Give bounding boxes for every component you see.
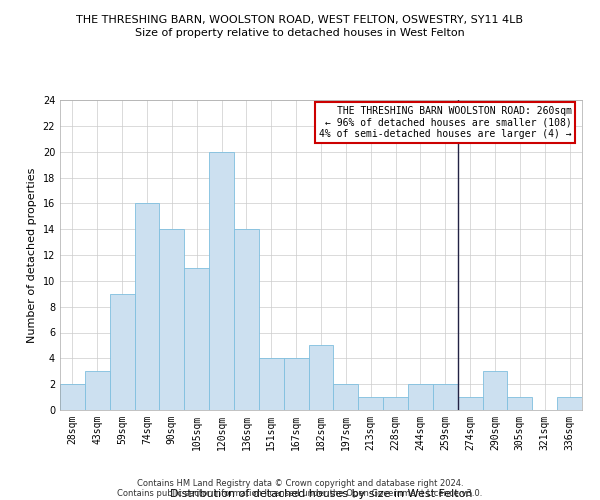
Text: THE THRESHING BARN WOOLSTON ROAD: 260sqm
← 96% of detached houses are smaller (1: THE THRESHING BARN WOOLSTON ROAD: 260sqm… — [319, 106, 572, 140]
X-axis label: Distribution of detached houses by size in West Felton: Distribution of detached houses by size … — [170, 489, 472, 499]
Bar — [160, 229, 184, 410]
Bar — [110, 294, 134, 410]
Bar — [308, 346, 334, 410]
Y-axis label: Number of detached properties: Number of detached properties — [27, 168, 37, 342]
Bar — [259, 358, 284, 410]
Bar — [284, 358, 308, 410]
Bar — [209, 152, 234, 410]
Bar — [458, 397, 482, 410]
Text: Contains public sector information licensed under the Open Government Licence v3: Contains public sector information licen… — [118, 488, 482, 498]
Bar — [508, 397, 532, 410]
Bar — [134, 204, 160, 410]
Bar — [383, 397, 408, 410]
Text: THE THRESHING BARN, WOOLSTON ROAD, WEST FELTON, OSWESTRY, SY11 4LB: THE THRESHING BARN, WOOLSTON ROAD, WEST … — [77, 15, 523, 25]
Text: Contains HM Land Registry data © Crown copyright and database right 2024.: Contains HM Land Registry data © Crown c… — [137, 478, 463, 488]
Text: Size of property relative to detached houses in West Felton: Size of property relative to detached ho… — [135, 28, 465, 38]
Bar — [334, 384, 358, 410]
Bar — [184, 268, 209, 410]
Bar — [557, 397, 582, 410]
Bar — [433, 384, 458, 410]
Bar — [234, 229, 259, 410]
Bar — [358, 397, 383, 410]
Bar — [408, 384, 433, 410]
Bar — [482, 371, 508, 410]
Bar — [85, 371, 110, 410]
Bar — [60, 384, 85, 410]
